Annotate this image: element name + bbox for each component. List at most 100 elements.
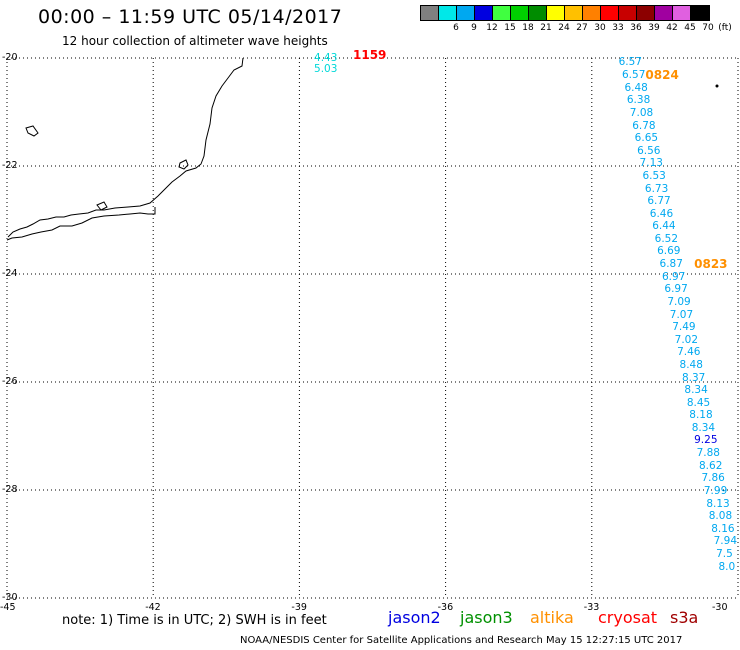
wave-height-value: 6.48 bbox=[624, 81, 648, 94]
point-marker bbox=[715, 84, 719, 88]
wave-height-value: 8.13 bbox=[706, 497, 730, 510]
wave-height-value: 8.08 bbox=[708, 509, 733, 522]
legend-label: 36 bbox=[630, 23, 642, 33]
legend-swatch bbox=[673, 6, 691, 20]
legend-swatch bbox=[583, 6, 601, 20]
legend-swatch bbox=[439, 6, 457, 20]
latitude-label: -28 bbox=[2, 484, 18, 495]
island-2 bbox=[25, 125, 39, 137]
legend-label: 39 bbox=[648, 23, 660, 33]
wave-height-value: 5.03 bbox=[314, 62, 338, 75]
wave-height-value: 8.34 bbox=[691, 421, 716, 434]
wave-height-value: 6.53 bbox=[642, 169, 666, 182]
wave-height-value: 8.16 bbox=[711, 522, 735, 535]
wave-height-value: 6.57 bbox=[622, 69, 646, 82]
pass-time-label: 0823 bbox=[694, 257, 728, 272]
lat-lon-grid bbox=[6, 57, 739, 599]
wave-height-value: 6.44 bbox=[652, 220, 676, 233]
wave-height-value: 6.38 bbox=[626, 94, 651, 107]
wave-height-value: 6.97 bbox=[664, 283, 688, 296]
legend-swatch bbox=[457, 6, 475, 20]
wave-height-value: 7.99 bbox=[703, 485, 728, 498]
wave-height-value: 6.73 bbox=[644, 182, 669, 195]
wave-height-value: 8.45 bbox=[686, 396, 711, 409]
longitude-label: -42 bbox=[145, 602, 161, 613]
legend-label: 18 bbox=[522, 23, 534, 33]
island-1 bbox=[178, 159, 189, 170]
wave-height-value: 7.07 bbox=[669, 308, 694, 321]
wave-height-value: 7.86 bbox=[701, 472, 725, 485]
wave-height-value: 6.57 bbox=[618, 55, 642, 68]
pass-time-label: 1159 bbox=[353, 48, 387, 63]
wave-height-value: 7.46 bbox=[677, 346, 701, 359]
wave-height-value: 7.49 bbox=[672, 320, 696, 333]
map-title: 00:00 – 11:59 UTC 05/14/2017 bbox=[38, 6, 343, 28]
legend-label: 15 bbox=[504, 23, 516, 33]
coastline bbox=[7, 57, 244, 238]
legend-label: 45 bbox=[684, 23, 696, 33]
latitude-label: -24 bbox=[2, 268, 18, 279]
wave-height-value: 6.56 bbox=[637, 144, 661, 157]
wave-height-value: 6.97 bbox=[661, 270, 686, 283]
island-3 bbox=[96, 201, 108, 211]
legend-label: 9 bbox=[471, 23, 477, 33]
legend-label: 12 bbox=[486, 23, 498, 33]
legend-swatch bbox=[421, 6, 439, 20]
legend-swatch bbox=[529, 6, 547, 20]
wave-height-value: 4.43 bbox=[314, 52, 338, 64]
legend-unit: (ft) bbox=[718, 23, 732, 33]
legend-label: 70 bbox=[702, 23, 714, 33]
wave-height-value: 7.02 bbox=[674, 333, 699, 346]
wave-height-value: 6.65 bbox=[634, 131, 659, 144]
wave-height-value: 8.0 bbox=[718, 560, 736, 573]
legend-color-bar bbox=[420, 5, 710, 21]
wave-height-value: 8.48 bbox=[679, 358, 703, 371]
legend-label: 24 bbox=[558, 23, 570, 33]
legend-swatch bbox=[691, 6, 709, 20]
wave-height-value: 8.62 bbox=[699, 459, 723, 472]
mission-jason3: jason3 bbox=[460, 608, 513, 627]
latitude-label: -20 bbox=[2, 52, 18, 63]
wave-height-value: 7.09 bbox=[667, 296, 691, 309]
credit-line: NOAA/NESDIS Center for Satellite Applica… bbox=[240, 635, 683, 646]
legend-swatch bbox=[619, 6, 637, 20]
wave-height-value: 7.08 bbox=[629, 107, 654, 120]
wave-height-value: 8.34 bbox=[684, 384, 708, 397]
wave-height-value: 8.18 bbox=[689, 409, 713, 422]
legend-swatch bbox=[655, 6, 673, 20]
mission-cryosat: cryosat bbox=[598, 608, 658, 627]
mission-altika: altika bbox=[530, 608, 574, 627]
mission-s3a: s3a bbox=[670, 608, 699, 627]
latitude-label: -26 bbox=[2, 376, 18, 387]
wave-height-value: 6.46 bbox=[649, 207, 674, 220]
legend-label: 6 bbox=[453, 23, 459, 33]
legend-swatch bbox=[493, 6, 511, 20]
wave-height-value: 7.94 bbox=[713, 535, 738, 548]
legend-swatch bbox=[547, 6, 565, 20]
wave-height-value: 6.87 bbox=[659, 258, 683, 271]
wave-height-value: 8.37 bbox=[681, 371, 706, 384]
longitude-label: -39 bbox=[291, 602, 307, 613]
latitude-label: -30 bbox=[2, 592, 18, 603]
wave-height-value: 7.88 bbox=[696, 447, 720, 460]
latitude-label: -22 bbox=[2, 160, 18, 171]
longitude-label: -33 bbox=[583, 602, 600, 613]
legend-label: 30 bbox=[594, 23, 606, 33]
legend-label: 27 bbox=[576, 23, 588, 33]
mission-jason2: jason2 bbox=[388, 608, 441, 627]
map-subtitle: 12 hour collection of altimeter wave hei… bbox=[62, 34, 328, 48]
wave-height-value: 6.52 bbox=[654, 232, 679, 245]
pass-time-label: 0824 bbox=[645, 68, 679, 83]
legend-label: 21 bbox=[540, 23, 552, 33]
wave-height-value: 6.78 bbox=[632, 119, 656, 132]
legend-label: 33 bbox=[612, 23, 624, 33]
wave-height-value: 6.69 bbox=[657, 245, 681, 258]
wave-height-value: 7.13 bbox=[639, 157, 663, 170]
longitude-label: -30 bbox=[712, 602, 728, 613]
legend-swatch bbox=[511, 6, 529, 20]
wave-height-value: 7.5 bbox=[716, 547, 733, 560]
legend-swatch bbox=[475, 6, 493, 20]
longitude-label: -45 bbox=[0, 602, 16, 613]
legend-swatch bbox=[565, 6, 583, 20]
